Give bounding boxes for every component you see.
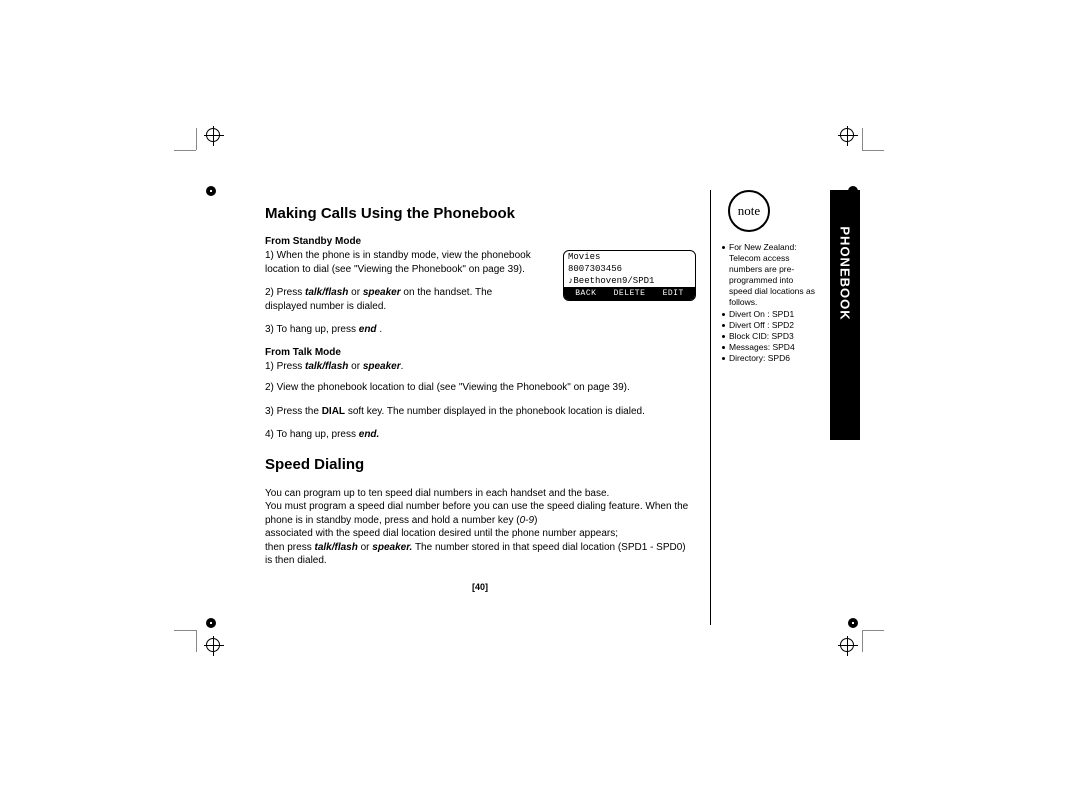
- reg-br: [848, 618, 858, 628]
- note-badge: note: [728, 190, 770, 232]
- note-item: Block CID: SPD3: [722, 331, 817, 342]
- content-divider: [710, 190, 711, 625]
- heading-making-calls: Making Calls Using the Phonebook: [265, 205, 695, 222]
- speed-text: You can program up to ten speed dial num…: [265, 487, 695, 568]
- note-item: Divert Off : SPD2: [722, 320, 817, 331]
- note-badge-label: note: [738, 203, 760, 219]
- reg-tl: [206, 186, 216, 196]
- talk-step-4: 4) To hang up, press end.: [265, 428, 695, 442]
- note-list: For New Zealand: Telecom access numbers …: [722, 242, 817, 365]
- talk-step-1: 1) Press talk/flash or speaker.: [265, 360, 695, 374]
- talk-step-3: 3) Press the DIAL soft key. The number d…: [265, 405, 695, 419]
- talk-step-2: 2) View the phonebook location to dial (…: [265, 381, 695, 395]
- note-sidebar: note For New Zealand: Telecom access num…: [720, 190, 860, 365]
- standby-step-3: 3) To hang up, press end .: [265, 323, 695, 337]
- subheading-talk: From Talk Mode: [265, 347, 695, 358]
- main-content: Making Calls Using the Phonebook From St…: [265, 205, 695, 592]
- reg-bl: [206, 618, 216, 628]
- heading-speed-dialing: Speed Dialing: [265, 456, 695, 473]
- note-intro: For New Zealand: Telecom access numbers …: [722, 242, 817, 308]
- note-item: Messages: SPD4: [722, 342, 817, 353]
- standby-step-1: 1) When the phone is in standby mode, vi…: [265, 249, 560, 276]
- standby-step-2: 2) Press talk/flash or speaker on the ha…: [265, 286, 560, 313]
- note-item: Divert On : SPD1: [722, 309, 817, 320]
- subheading-standby: From Standby Mode: [265, 236, 695, 247]
- note-item: Directory: SPD6: [722, 353, 817, 364]
- page-number: [40]: [265, 582, 695, 592]
